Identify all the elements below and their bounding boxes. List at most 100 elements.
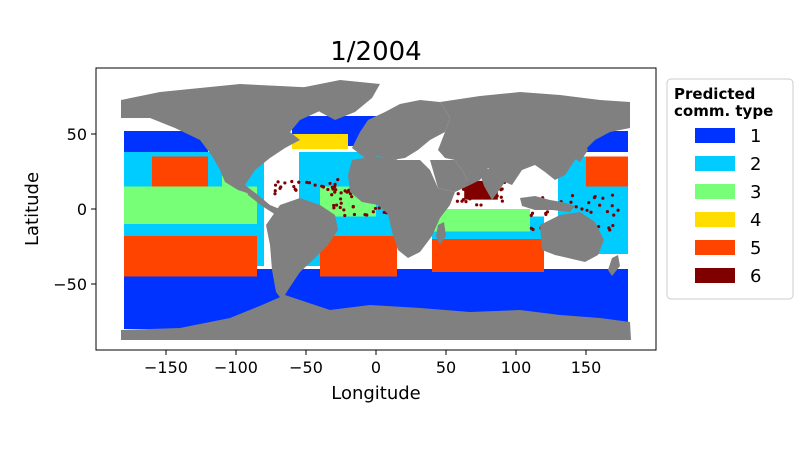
- x-tick-label: −150: [144, 358, 188, 377]
- legend-title-line2: comm. type: [674, 102, 773, 120]
- x-axis-label: Longitude: [331, 383, 421, 404]
- series-6-point: [500, 199, 504, 203]
- series-6-point: [570, 194, 575, 198]
- series-6-point: [464, 199, 468, 204]
- land-indonesia: [520, 196, 575, 212]
- series-6-point: [333, 182, 337, 186]
- y-tick-label: −50: [53, 275, 87, 294]
- map-plot-area: [96, 68, 656, 350]
- series-6-point: [456, 192, 460, 196]
- series-6-point: [531, 227, 535, 232]
- y-axis-label: Latitude: [22, 172, 43, 246]
- y-tick-label: 0: [77, 200, 87, 219]
- land-central-america: [245, 185, 282, 215]
- legend-label-4: 4: [750, 210, 761, 231]
- land-masses: [121, 80, 631, 340]
- series-6-point: [297, 180, 301, 184]
- series-4-region: [292, 134, 348, 149]
- series-6-point: [343, 213, 347, 218]
- legend-swatch-4: [695, 212, 735, 227]
- series-6-point: [293, 187, 297, 191]
- series-6-point: [334, 203, 339, 207]
- series-6-point: [377, 206, 381, 210]
- series-1-region: [124, 131, 208, 152]
- series-6-point: [334, 188, 338, 192]
- legend-label-6: 6: [750, 266, 761, 287]
- series-5-region: [124, 236, 257, 277]
- series-6-point: [273, 189, 277, 193]
- legend-swatch-1: [695, 128, 735, 143]
- land-europe: [352, 100, 450, 160]
- series-5-region: [586, 156, 628, 187]
- series-6-point: [307, 181, 312, 185]
- land-africa: [348, 156, 455, 258]
- land-north-america: [121, 84, 350, 194]
- x-tick-label: 100: [501, 358, 532, 377]
- series-6-point: [326, 187, 330, 192]
- land-asia: [438, 92, 630, 185]
- legend-label-1: 1: [750, 126, 761, 147]
- series-6-point: [610, 193, 615, 197]
- land-arabia: [430, 160, 470, 192]
- series-6-point: [460, 199, 464, 203]
- series-6-point: [475, 203, 479, 207]
- series-6-point: [352, 212, 357, 217]
- series-6-point: [530, 211, 535, 215]
- series-6-point: [587, 201, 591, 205]
- series-6-point: [574, 205, 578, 209]
- series-6-point: [339, 191, 343, 195]
- series-6-point: [330, 193, 334, 197]
- x-axis-ticks: −150 −100 −50 0 50 100 150: [144, 350, 601, 377]
- series-6-point: [597, 224, 601, 229]
- x-tick-label: 0: [371, 358, 381, 377]
- series-6-point: [338, 205, 342, 210]
- series-6-point: [283, 181, 287, 185]
- land-india: [478, 168, 505, 200]
- series-6-point: [605, 209, 610, 214]
- series-6-point: [611, 223, 615, 228]
- series-6-point: [592, 196, 596, 200]
- series-6-point: [479, 203, 483, 207]
- series-5-region: [320, 236, 397, 277]
- series-6-point: [585, 208, 589, 212]
- series-6-point: [500, 187, 504, 191]
- legend-swatch-6: [695, 268, 735, 283]
- series-6-point: [544, 212, 548, 217]
- series-6-point: [455, 199, 460, 203]
- legend-swatch-2: [695, 156, 735, 171]
- legend-label-3: 3: [750, 182, 761, 203]
- series-6-point: [273, 192, 277, 196]
- series-6-point: [279, 185, 283, 189]
- series-6-point: [601, 196, 605, 200]
- legend-label-2: 2: [750, 154, 761, 175]
- series-6-point: [612, 213, 616, 217]
- legend-items: 1 2 3 4 5 6: [695, 126, 761, 287]
- x-tick-label: −50: [289, 358, 323, 377]
- legend-swatch-5: [695, 240, 735, 255]
- series-6-point: [350, 195, 354, 199]
- land-antarctica: [121, 295, 631, 340]
- x-tick-label: 150: [571, 358, 602, 377]
- series-6-point: [616, 208, 620, 212]
- chart-title: 1/2004: [330, 37, 421, 67]
- land-japan: [574, 140, 588, 162]
- series-6-point: [273, 183, 278, 187]
- series-6-point: [313, 183, 317, 187]
- y-tick-label: 50: [67, 125, 87, 144]
- series-6-point: [339, 201, 343, 205]
- series-6-point: [305, 180, 309, 184]
- series-6-point: [598, 203, 602, 207]
- legend-label-5: 5: [750, 238, 761, 259]
- series-6-point: [373, 206, 378, 211]
- y-axis-ticks: −50 0 50: [53, 125, 96, 294]
- x-tick-label: −100: [214, 358, 258, 377]
- series-6-point: [321, 185, 326, 189]
- series-6-point: [363, 213, 367, 217]
- series-6-point: [336, 178, 340, 182]
- series-6-point: [332, 203, 336, 208]
- legend-swatch-3: [695, 184, 735, 199]
- series-6-point: [347, 188, 351, 192]
- series-6-point: [371, 210, 375, 214]
- series-6-point: [290, 179, 294, 184]
